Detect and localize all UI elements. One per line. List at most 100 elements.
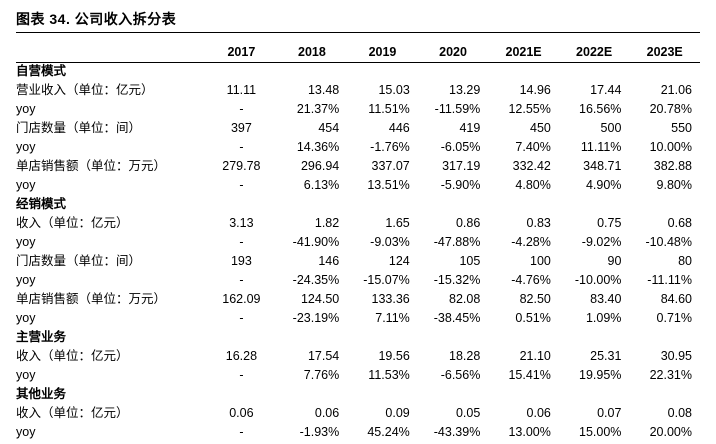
value-cell: 124.50 <box>300 292 340 306</box>
value-cell: 4.80% <box>515 178 551 192</box>
value-cell: 21.10 <box>519 349 551 363</box>
year-header: 2023E <box>646 44 683 59</box>
value-cell: 317.19 <box>442 159 481 173</box>
year-header: 2019 <box>368 44 397 59</box>
section-label: 其他业务 <box>16 387 67 401</box>
value-cell: -11.59% <box>434 102 481 116</box>
row-label: yoy <box>16 368 36 382</box>
row-label: yoy <box>16 140 36 154</box>
value-cell: 1.82 <box>314 216 340 230</box>
row-label: 收入（单位：亿元） <box>16 406 129 420</box>
value-cell: 450 <box>530 121 551 135</box>
row-label: yoy <box>16 102 36 116</box>
value-cell: 337.07 <box>371 159 410 173</box>
value-cell: 0.75 <box>597 216 622 230</box>
value-cell: 11.53% <box>368 368 410 382</box>
table-row: 营业收入（单位：亿元） 11.11 13.48 15.03 13.29 14.96 17.4… <box>16 81 700 100</box>
value-cell: 1.09% <box>585 311 622 325</box>
table-row: yoy - -23.19% 7.11% -38.45% 0.51% 1.09% 0.71% <box>16 309 700 328</box>
value-cell: 454 <box>318 121 340 135</box>
value-cell: -6.05% <box>440 140 481 154</box>
value-cell: 0.68 <box>667 216 692 230</box>
title-rule <box>16 32 700 33</box>
value-cell: 9.80% <box>656 178 692 192</box>
value-cell: 0.06 <box>314 406 340 420</box>
value-cell: -9.03% <box>370 235 410 249</box>
value-cell: 13.29 <box>449 83 481 97</box>
section-label: 自营模式 <box>16 64 67 78</box>
section-row: 其他业务 <box>16 385 700 404</box>
section-row: 主营业务 <box>16 328 700 347</box>
section-label: 经销模式 <box>16 197 67 211</box>
value-cell: 500 <box>600 121 622 135</box>
value-cell: -1.76% <box>370 140 410 154</box>
row-label: yoy <box>16 273 36 287</box>
row-label: 收入（单位：亿元） <box>16 216 129 230</box>
table-row: yoy - -24.35% -15.07% -15.32% -4.76% -10.00% -1… <box>16 271 700 290</box>
value-cell: 25.31 <box>590 349 622 363</box>
table-row: 门店数量（单位：间） 193 146 124 105 100 90 80 <box>16 252 700 271</box>
value-cell: - <box>239 311 244 325</box>
value-cell: 133.36 <box>371 292 410 306</box>
value-cell: -9.02% <box>581 235 622 249</box>
value-cell: -41.90% <box>292 235 340 249</box>
table-title: 图表 34. 公司收入拆分表 <box>16 11 177 27</box>
value-cell: 4.90% <box>585 178 622 192</box>
value-cell: -5.90% <box>440 178 481 192</box>
row-label: yoy <box>16 178 36 192</box>
row-label: 门店数量（单位：间） <box>16 121 142 135</box>
revenue-breakdown-table: 2017 2018 2019 2020 2021E 2022E 2023E 自营模式 营业收入… <box>16 42 700 442</box>
value-cell: 16.56% <box>579 102 622 116</box>
value-cell: - <box>239 368 244 382</box>
value-cell: 332.42 <box>512 159 551 173</box>
value-cell: 6.13% <box>303 178 340 192</box>
value-cell: 14.96 <box>519 83 551 97</box>
table-body: 自营模式 营业收入（单位：亿元） 11.11 13.48 15.03 13.29 14.96… <box>16 62 700 442</box>
row-label: yoy <box>16 311 36 325</box>
value-cell: -15.07% <box>363 273 410 287</box>
value-cell: 0.07 <box>597 406 622 420</box>
value-cell: 7.40% <box>515 140 551 154</box>
value-cell: 13.51% <box>367 178 410 192</box>
value-cell: 7.76% <box>303 368 340 382</box>
value-cell: 13.48 <box>307 83 340 97</box>
table-row: 收入（单位：亿元） 16.28 17.54 19.56 18.28 21.10 25.31 3… <box>16 347 700 366</box>
table-row: yoy - 6.13% 13.51% -5.90% 4.80% 4.90% 9.80% <box>16 176 700 195</box>
value-cell: 105 <box>459 254 481 268</box>
value-cell: -24.35% <box>292 273 340 287</box>
value-cell: -15.32% <box>433 273 481 287</box>
value-cell: -11.11% <box>647 273 692 287</box>
header-row: 2017 2018 2019 2020 2021E 2022E 2023E <box>16 42 700 62</box>
year-header: 2022E <box>576 44 613 59</box>
value-cell: 0.06 <box>229 406 254 420</box>
value-cell: 22.31% <box>649 368 692 382</box>
value-cell: -47.88% <box>433 235 481 249</box>
value-cell: 84.60 <box>660 292 692 306</box>
value-cell: 296.94 <box>300 159 340 173</box>
value-cell: 21.37% <box>296 102 340 116</box>
value-cell: 124 <box>388 254 410 268</box>
value-cell: 19.95% <box>579 368 622 382</box>
table-row: yoy - 14.36% -1.76% -6.05% 7.40% 11.11% 10.00% <box>16 138 700 157</box>
value-cell: 0.08 <box>667 406 692 420</box>
row-label: yoy <box>16 425 36 439</box>
value-cell: 279.78 <box>222 159 261 173</box>
table-row: yoy - 7.76% 11.53% -6.56% 15.41% 19.95% 22.31% <box>16 366 700 385</box>
row-label: 营业收入（单位：亿元） <box>16 83 154 97</box>
value-cell: 419 <box>459 121 481 135</box>
year-header: 2021E <box>505 44 542 59</box>
value-cell: - <box>239 140 244 154</box>
value-cell: -43.39% <box>433 425 481 439</box>
value-cell: 348.71 <box>583 159 622 173</box>
section-row: 自营模式 <box>16 62 700 81</box>
value-cell: 3.13 <box>229 216 254 230</box>
value-cell: 193 <box>230 254 252 268</box>
value-cell: 0.83 <box>526 216 551 230</box>
value-cell: 82.50 <box>519 292 551 306</box>
row-label: yoy <box>16 235 36 249</box>
table-row: 门店数量（单位：间） 397 454 446 419 450 500 550 <box>16 119 700 138</box>
value-cell: 0.86 <box>455 216 481 230</box>
table-row: yoy - -1.93% 45.24% -43.39% 13.00% 15.00% 20.00… <box>16 423 700 442</box>
value-cell: -38.45% <box>433 311 481 325</box>
value-cell: 10.00% <box>649 140 692 154</box>
